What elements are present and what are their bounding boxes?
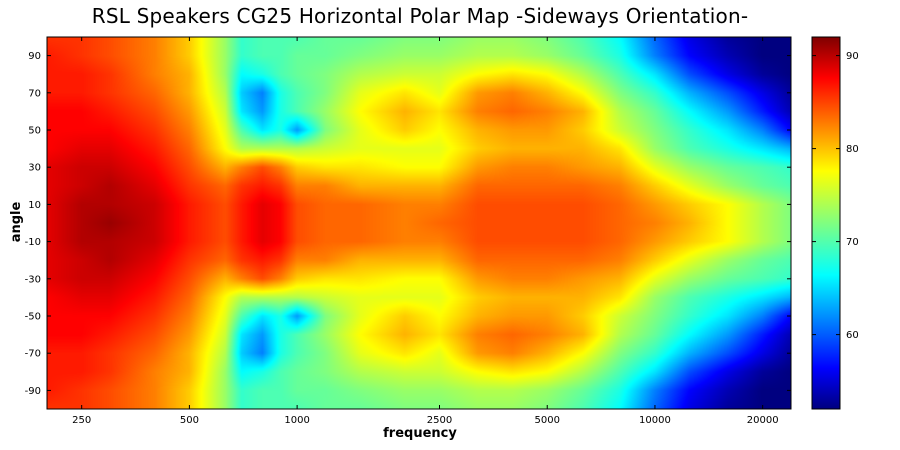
x-tick-label: 2500 bbox=[427, 415, 452, 426]
y-tick-label: -10 bbox=[25, 237, 41, 248]
x-tick-label: 500 bbox=[180, 415, 199, 426]
y-axis-label: angle bbox=[9, 202, 24, 243]
y-tick-label: 70 bbox=[28, 88, 41, 99]
y-tick-label: -90 bbox=[25, 386, 41, 397]
colorbar bbox=[811, 36, 841, 410]
x-tick-label: 10000 bbox=[639, 415, 671, 426]
y-tick-label: 30 bbox=[28, 163, 41, 174]
colorbar-tick-label: 90 bbox=[846, 51, 859, 62]
plot-frame bbox=[46, 36, 792, 410]
y-tick-label: -50 bbox=[25, 312, 41, 323]
y-axis-ticks: 90 70 50 30 10 -10 -30 -50 -70 -90 bbox=[25, 51, 791, 397]
y-tick-label: 10 bbox=[28, 200, 41, 211]
heatmap-raster-frame bbox=[47, 37, 791, 409]
x-tick-label: 5000 bbox=[535, 415, 560, 426]
y-tick-label: 50 bbox=[28, 126, 41, 137]
heatmap-raster bbox=[47, 37, 791, 409]
colorbar-tick-label: 70 bbox=[846, 237, 859, 248]
x-tick-label: 1000 bbox=[284, 415, 309, 426]
x-tick-label: 20000 bbox=[747, 415, 779, 426]
colorbar-ticks: 90 80 70 60 bbox=[812, 51, 859, 341]
chart-title: RSL Speakers CG25 Horizontal Polar Map -… bbox=[91, 4, 749, 28]
x-axis-label: frequency bbox=[383, 426, 457, 441]
y-tick-label: -30 bbox=[25, 274, 41, 285]
y-tick-label: 90 bbox=[28, 51, 41, 62]
colorbar-tick-label: 60 bbox=[846, 330, 859, 341]
colorbar-tick-label: 80 bbox=[846, 144, 859, 155]
heatmap-area bbox=[47, 37, 791, 409]
x-axis-ticks: 250 500 1000 2500 5000 10000 20000 bbox=[72, 37, 779, 426]
x-tick-label: 250 bbox=[72, 415, 91, 426]
y-tick-label: -70 bbox=[25, 349, 41, 360]
